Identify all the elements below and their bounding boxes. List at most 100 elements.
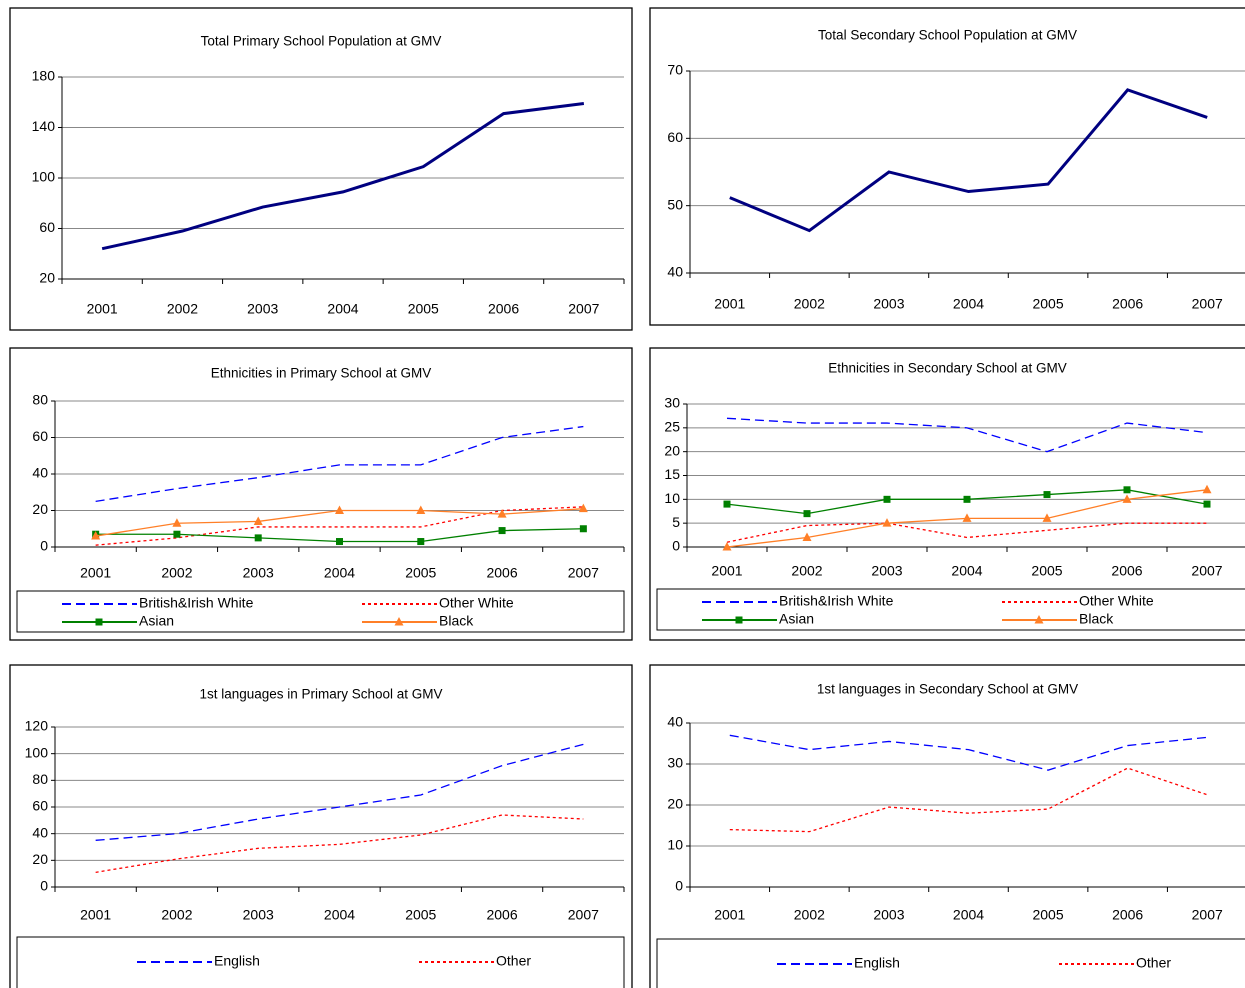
x-tick-label: 2003	[871, 563, 902, 579]
point	[723, 500, 731, 508]
point	[95, 618, 103, 626]
x-tick-label: 2001	[711, 563, 742, 579]
x-tick-label: 2002	[161, 907, 192, 923]
y-tick-label: 80	[32, 392, 48, 408]
y-tick-label: 30	[664, 395, 680, 411]
point	[579, 525, 587, 533]
point	[335, 505, 344, 514]
legend-label: English	[854, 955, 900, 971]
x-tick-label: 2005	[1032, 296, 1063, 312]
point	[802, 532, 812, 541]
point	[962, 513, 972, 522]
point	[336, 538, 343, 546]
x-tick-label: 2007	[568, 907, 599, 923]
legend-box	[656, 588, 1245, 631]
x-tick-label: 2005	[405, 907, 436, 923]
x-tick-label: 2004	[953, 907, 984, 923]
y-tick-label: 70	[667, 62, 683, 78]
point	[1034, 615, 1044, 624]
chart-title: Total Secondary School Population at GMV	[818, 28, 1077, 43]
x-tick-label: 2002	[167, 301, 198, 317]
legend-label: British&Irish White	[139, 595, 254, 611]
point	[882, 518, 892, 527]
legend-label: Asian	[139, 613, 174, 629]
x-tick-label: 2002	[794, 296, 825, 312]
chart-title: Ethnicities in Secondary School at GMV	[828, 361, 1067, 376]
x-tick-label: 2001	[714, 907, 745, 923]
x-tick-label: 2006	[486, 565, 517, 581]
y-tick-label: 0	[675, 878, 683, 894]
x-tick-label: 2007	[1192, 907, 1223, 923]
series-line	[95, 425, 584, 503]
y-tick-label: 50	[667, 196, 683, 212]
y-tick-label: 140	[32, 118, 56, 134]
point	[1043, 491, 1051, 499]
x-tick-label: 2004	[953, 296, 984, 312]
y-tick-label: 40	[667, 714, 683, 730]
legend-label: Black	[439, 613, 474, 629]
chart-title: Total Primary School Population at GMV	[201, 34, 442, 49]
x-tick-label: 2006	[488, 301, 519, 317]
y-tick-label: 20	[39, 270, 55, 286]
x-tick-label: 2003	[873, 907, 904, 923]
x-tick-label: 2005	[408, 301, 439, 317]
y-tick-label: 40	[32, 465, 48, 481]
legend-box	[656, 938, 1245, 988]
x-tick-label: 2004	[327, 301, 358, 317]
point	[883, 495, 891, 503]
y-tick-label: 10	[664, 490, 680, 506]
x-tick-label: 2004	[951, 563, 982, 579]
y-tick-label: 5	[672, 514, 680, 530]
legend-box	[16, 936, 625, 988]
y-tick-label: 40	[32, 824, 48, 840]
x-tick-label: 2001	[80, 907, 111, 923]
y-tick-label: 15	[664, 466, 680, 482]
series-line	[726, 417, 1208, 453]
y-tick-label: 120	[25, 718, 49, 734]
x-tick-label: 2007	[1191, 563, 1222, 579]
legend-label: English	[214, 953, 260, 969]
point	[1123, 486, 1131, 494]
x-tick-label: 2002	[791, 563, 822, 579]
chart-frame	[9, 7, 633, 331]
point	[416, 505, 426, 514]
y-tick-label: 100	[25, 744, 49, 760]
legend-label: Other White	[1079, 593, 1154, 609]
legend-label: Black	[1079, 611, 1114, 627]
y-tick-label: 0	[40, 878, 48, 894]
point	[253, 516, 263, 525]
series-line	[729, 767, 1208, 833]
legend-label: Asian	[779, 611, 814, 627]
x-tick-label: 2005	[1031, 563, 1062, 579]
point	[394, 617, 404, 626]
x-tick-label: 2006	[1112, 296, 1143, 312]
legend-label: British&Irish White	[779, 593, 894, 609]
x-tick-label: 2003	[873, 296, 904, 312]
chart-frame	[649, 7, 1245, 326]
point	[497, 509, 507, 518]
chart-frame	[9, 664, 633, 988]
chart-title: Ethnicities in Primary School at GMV	[211, 366, 432, 381]
point	[735, 616, 743, 624]
y-tick-label: 30	[667, 755, 683, 771]
y-tick-label: 180	[32, 68, 56, 84]
y-tick-label: 0	[672, 538, 680, 554]
point	[722, 542, 732, 551]
x-tick-label: 2006	[486, 907, 517, 923]
point	[578, 503, 588, 513]
series-line	[729, 88, 1208, 233]
y-tick-label: 20	[32, 851, 48, 867]
chart-title: 1st languages in Primary School at GMV	[199, 687, 442, 702]
x-tick-label: 2001	[714, 296, 745, 312]
y-tick-label: 10	[667, 837, 683, 853]
x-tick-label: 2006	[1112, 907, 1143, 923]
y-tick-label: 40	[667, 264, 683, 280]
point	[91, 531, 101, 540]
x-tick-label: 2002	[794, 907, 825, 923]
x-tick-label: 2004	[324, 907, 355, 923]
x-tick-label: 2005	[1032, 907, 1063, 923]
x-tick-label: 2004	[324, 565, 355, 581]
y-tick-label: 100	[32, 169, 56, 185]
series-line	[95, 743, 584, 841]
